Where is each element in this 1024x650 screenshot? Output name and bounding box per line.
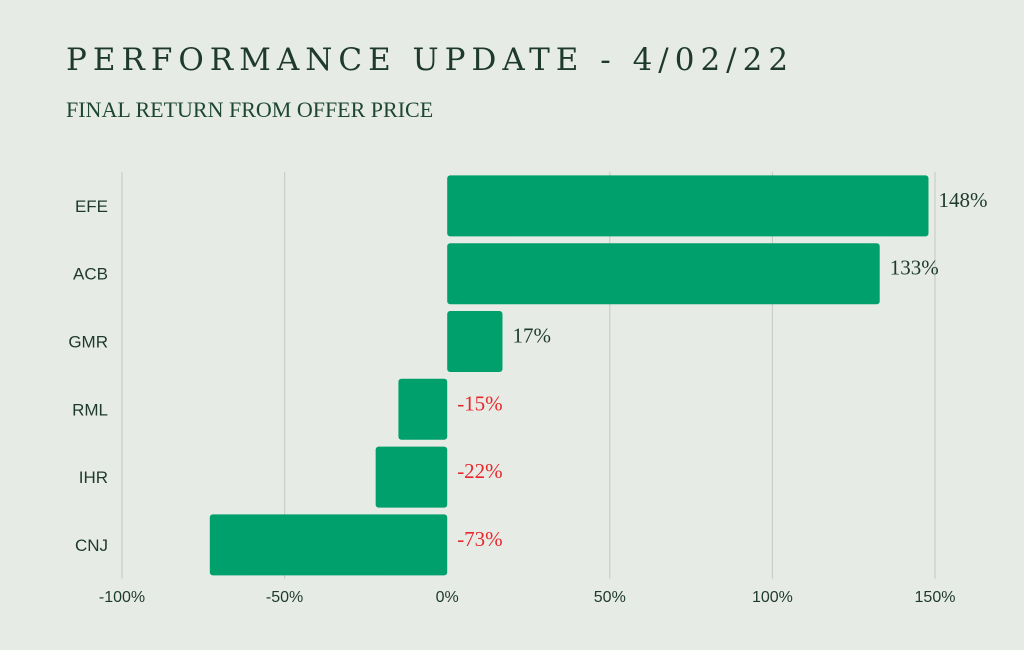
bar-ihr (375, 446, 448, 508)
bar-gmr (447, 311, 503, 372)
data-label: -73% (457, 527, 503, 551)
category-label: IHR (79, 468, 108, 487)
x-tick-label: -50% (266, 589, 303, 606)
data-label: 133% (890, 256, 939, 280)
data-label: -22% (457, 459, 503, 483)
category-label: ACB (73, 265, 108, 284)
chart-title: PERFORMANCE UPDATE - 4/02/22 (66, 42, 795, 78)
x-tick-label: 150% (915, 589, 956, 606)
category-label: EFE (75, 197, 108, 216)
x-tick-label: -100% (99, 589, 145, 606)
chart-subtitle: FINAL RETURN FROM OFFER PRICE (66, 97, 434, 122)
bar-cnj (209, 514, 448, 576)
category-label: GMR (68, 333, 108, 352)
category-label: RML (72, 400, 108, 419)
data-label: -15% (457, 391, 503, 415)
data-labels: 148% 133% 17% -15% -22% -73% (457, 188, 987, 551)
x-tick-label: 100% (752, 589, 793, 606)
x-tick-label: 0% (436, 589, 459, 606)
gridlines (121, 172, 936, 579)
bars (209, 175, 929, 576)
bar-rml (398, 378, 448, 440)
bar-acb (447, 243, 880, 305)
category-label: CNJ (75, 536, 108, 555)
data-label: 148% (938, 188, 987, 212)
bar-efe (447, 175, 929, 237)
data-label: 17% (512, 324, 551, 348)
x-tick-label: 50% (594, 589, 626, 606)
category-labels: EFE ACB GMR RML IHR CNJ (68, 197, 108, 555)
x-axis-tick-labels: -100% -50% 0% 50% 100% 150% (99, 589, 956, 606)
